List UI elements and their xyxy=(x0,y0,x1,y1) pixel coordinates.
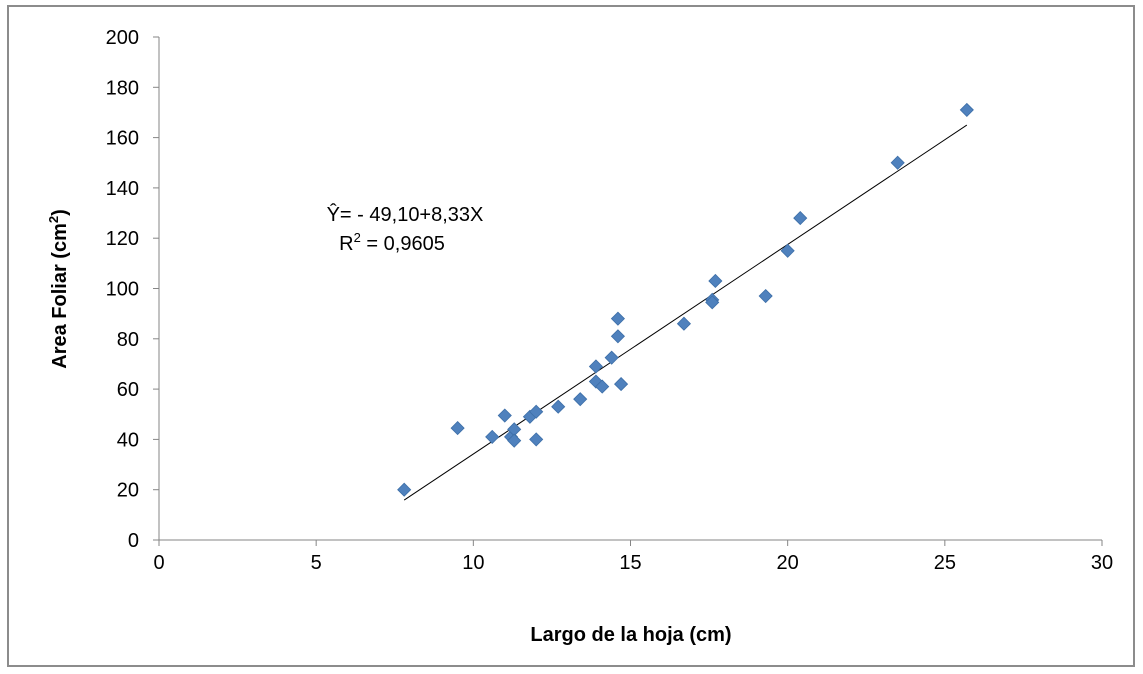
y-tick-label: 60 xyxy=(117,379,139,401)
r-squared-value: = 0,9605 xyxy=(361,233,445,255)
y-tick-label: 160 xyxy=(106,128,139,150)
y-tick-label: 100 xyxy=(106,279,139,301)
x-tick-label: 0 xyxy=(153,552,164,574)
data-point xyxy=(507,433,522,448)
y-axis-title: Area Foliar (cm2) xyxy=(46,209,71,369)
r-squared-label: R2 = 0,9605 xyxy=(339,230,445,255)
chart-frame xyxy=(7,5,1135,667)
data-point xyxy=(610,311,625,326)
data-point xyxy=(614,377,629,392)
x-tick-label: 15 xyxy=(619,552,641,574)
data-points xyxy=(397,102,974,497)
data-point xyxy=(529,432,544,447)
y-axis-title-main: Area Foliar (cm xyxy=(49,223,71,369)
x-axis-title: Largo de la hoja (cm) xyxy=(530,624,731,646)
data-point xyxy=(529,404,544,419)
data-point xyxy=(604,350,619,365)
axes: 0 20 40 60 80 100 120 140 160 180 200 0 5 10 15 20 25 30 xyxy=(106,27,1114,574)
y-axis-title-superscript: 2 xyxy=(46,216,61,223)
y-tick-label: 80 xyxy=(117,329,139,351)
data-point xyxy=(758,288,773,304)
data-point xyxy=(708,273,723,289)
x-tick-label: 30 xyxy=(1091,552,1113,574)
data-point xyxy=(890,155,905,170)
data-point xyxy=(610,329,625,344)
r-squared-superscript: 2 xyxy=(354,230,361,245)
trendline-group xyxy=(403,124,968,501)
data-point xyxy=(573,392,588,407)
r-squared-r: R xyxy=(339,233,353,255)
y-tick-label: 120 xyxy=(106,228,139,250)
x-tick-label: 20 xyxy=(777,552,799,574)
y-axis-title-end: ) xyxy=(49,209,71,216)
y-tick-label: 20 xyxy=(117,480,139,502)
x-tick-label: 25 xyxy=(934,552,956,574)
data-point xyxy=(793,211,808,226)
x-tick-label: 10 xyxy=(462,552,484,574)
y-tick-label: 0 xyxy=(128,530,139,552)
y-tick-label: 200 xyxy=(106,27,139,49)
data-point xyxy=(497,408,512,423)
y-tick-label: 40 xyxy=(117,429,139,451)
data-point xyxy=(676,316,692,331)
y-tick-label: 180 xyxy=(106,77,139,99)
data-point xyxy=(588,359,603,374)
x-tick-label: 5 xyxy=(311,552,322,574)
data-point xyxy=(551,399,566,414)
data-point xyxy=(397,482,412,497)
data-point xyxy=(705,295,720,310)
data-point xyxy=(959,102,974,118)
data-point xyxy=(780,243,795,258)
data-point xyxy=(450,421,465,436)
trendline xyxy=(403,124,968,501)
regression-equation: Ŷ= - 49,10+8,33X xyxy=(327,203,484,226)
data-point xyxy=(485,429,500,444)
y-tick-label: 140 xyxy=(106,178,139,200)
data-point xyxy=(595,379,610,394)
